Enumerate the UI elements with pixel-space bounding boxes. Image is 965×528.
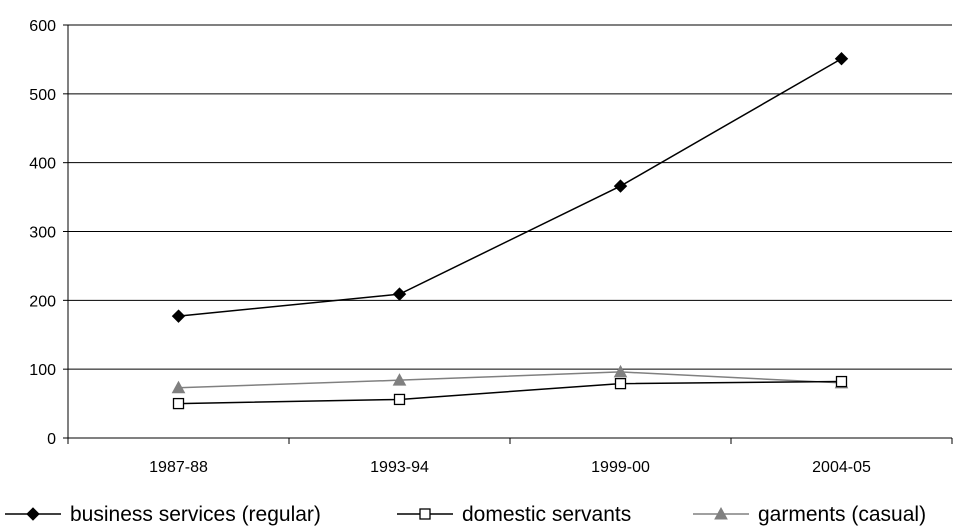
x-tick-label: 1999-00 [591, 459, 650, 476]
legend-marker [714, 506, 728, 520]
legend-label: garments (casual) [758, 503, 926, 526]
x-tick-label: 1993-94 [370, 459, 429, 476]
data-point [171, 380, 186, 394]
y-tick-label: 100 [29, 362, 56, 379]
legend-item-2: garments (casual) [693, 503, 926, 526]
axes: 0 100 200 300 400 500 600 1987-88 1993-94 1999-00… [29, 18, 953, 476]
data-point [613, 179, 628, 193]
y-tick-label: 300 [29, 225, 56, 242]
data-point [393, 393, 406, 406]
series-0 [171, 52, 849, 323]
gridlines [68, 24, 952, 370]
y-tick-label: 0 [47, 431, 56, 448]
legend-item-0: business services (regular) [5, 503, 321, 526]
data-point [835, 375, 848, 388]
y-tick-label: 200 [29, 293, 56, 310]
legend: business services (regular) domestic serv… [5, 503, 926, 526]
data-point [834, 52, 849, 66]
series-line [178, 380, 842, 405]
series-line [178, 58, 842, 317]
data-point [171, 309, 186, 323]
legend-marker [26, 507, 40, 521]
y-tick-label: 600 [29, 18, 56, 35]
legend-marker [419, 508, 431, 520]
x-tick-label: 2004-05 [812, 459, 871, 476]
series-line [178, 371, 842, 389]
series-2 [171, 364, 849, 394]
legend-item-1: domestic servants [397, 503, 631, 526]
y-tick-label: 500 [29, 87, 56, 104]
x-tick-label: 1987-88 [149, 459, 208, 476]
data-point [392, 287, 407, 301]
data-point [392, 373, 407, 386]
legend-label: business services (regular) [70, 503, 321, 526]
y-tick-label: 400 [29, 156, 56, 173]
series-lines [171, 52, 849, 410]
legend-label: domestic servants [462, 503, 631, 526]
data-point [614, 377, 627, 390]
series-1 [172, 375, 848, 410]
data-point [172, 397, 185, 410]
data-point [613, 364, 628, 378]
